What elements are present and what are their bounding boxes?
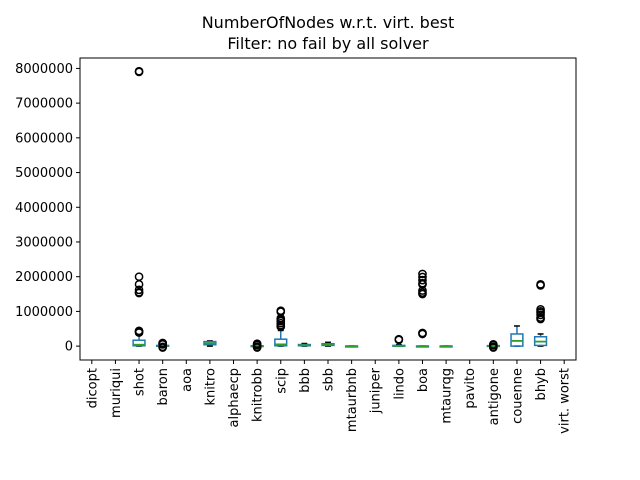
x-tick-label: virt. worst	[558, 368, 573, 434]
outlier-point	[134, 272, 144, 282]
y-tick-label: 8000000	[15, 62, 73, 77]
outlier-point	[418, 275, 427, 285]
outlier-point	[418, 329, 427, 339]
y-tick-label: 2000000	[15, 270, 73, 285]
box-scip	[274, 306, 288, 347]
iqr-box	[274, 338, 288, 347]
box-bbb	[297, 342, 312, 347]
outlier-point	[536, 281, 545, 290]
outlier-point	[418, 269, 427, 279]
outlier-point	[158, 343, 168, 352]
outlier-point	[536, 314, 545, 324]
plot-area	[132, 66, 548, 352]
plot-frame	[79, 57, 577, 361]
outlier-point	[394, 335, 404, 345]
x-tick-label: baron	[156, 368, 171, 405]
x-tick-label: shot	[133, 368, 148, 396]
outlier-point	[134, 279, 144, 289]
x-tick-label: pavito	[463, 368, 478, 409]
x-tick-label: scip	[274, 368, 289, 394]
outlier-point	[418, 279, 427, 289]
chart-subtitle: Filter: no fail by all solver	[227, 34, 429, 53]
x-tick-label: mtaurbnb	[345, 368, 360, 432]
x-tick-label: knitro	[203, 368, 218, 406]
x-tick-label: aoa	[180, 368, 195, 392]
box-boa	[415, 269, 430, 348]
outlier-point	[252, 343, 262, 352]
outlier-point	[488, 343, 498, 352]
outlier-point	[134, 288, 144, 298]
x-tick-label: couenne	[510, 368, 525, 424]
x-axis: dicopt muriqui shot baron aoa knitro alphaecp k…	[85, 360, 573, 434]
x-tick-label: sbb	[322, 368, 337, 391]
x-tick-label: alphaecp	[227, 368, 242, 427]
x-tick-label: knitrobb	[251, 368, 266, 422]
y-tick-label: 6000000	[15, 131, 73, 146]
iqr-box	[132, 339, 146, 347]
x-tick-label: mtaurqg	[440, 368, 455, 424]
outlier-point	[134, 67, 144, 77]
x-tick-label: bhyb	[534, 368, 549, 400]
y-tick-label: 4000000	[15, 201, 73, 216]
outlier-point	[536, 310, 545, 320]
box-lindo	[392, 334, 406, 347]
box-couenne	[510, 325, 524, 347]
box-shot	[132, 66, 146, 347]
box-antigone	[486, 340, 500, 352]
box-sbb	[321, 341, 335, 347]
x-tick-label: lindo	[392, 368, 407, 400]
box-mtaurqg	[439, 345, 453, 348]
box-mtaurbnb	[344, 345, 359, 348]
box-baron	[156, 338, 170, 352]
outlier-point	[418, 289, 427, 299]
y-tick-label: 3000000	[15, 235, 73, 250]
y-tick-label: 1000000	[15, 305, 73, 320]
y-axis: 0 1000000 2000000 3000000 4000000 5000000 6000…	[15, 62, 80, 355]
y-tick-label: 0	[65, 340, 73, 355]
x-tick-label: bbb	[298, 368, 313, 393]
x-tick-label: muriqui	[109, 368, 124, 418]
outlier-point	[276, 322, 286, 332]
box-bhyb	[533, 279, 548, 347]
y-tick-label: 5000000	[15, 166, 73, 181]
outlier-point	[134, 328, 144, 337]
x-tick-label: juniper	[369, 367, 384, 414]
y-tick-label: 7000000	[15, 97, 73, 112]
box-knitro	[203, 340, 217, 347]
x-tick-label: antigone	[487, 368, 502, 425]
x-tick-label: dicopt	[85, 368, 100, 408]
box-knitrobb	[250, 339, 264, 352]
chart-title: NumberOfNodes w.r.t. virt. best	[202, 13, 455, 32]
x-tick-label: boa	[416, 368, 431, 392]
